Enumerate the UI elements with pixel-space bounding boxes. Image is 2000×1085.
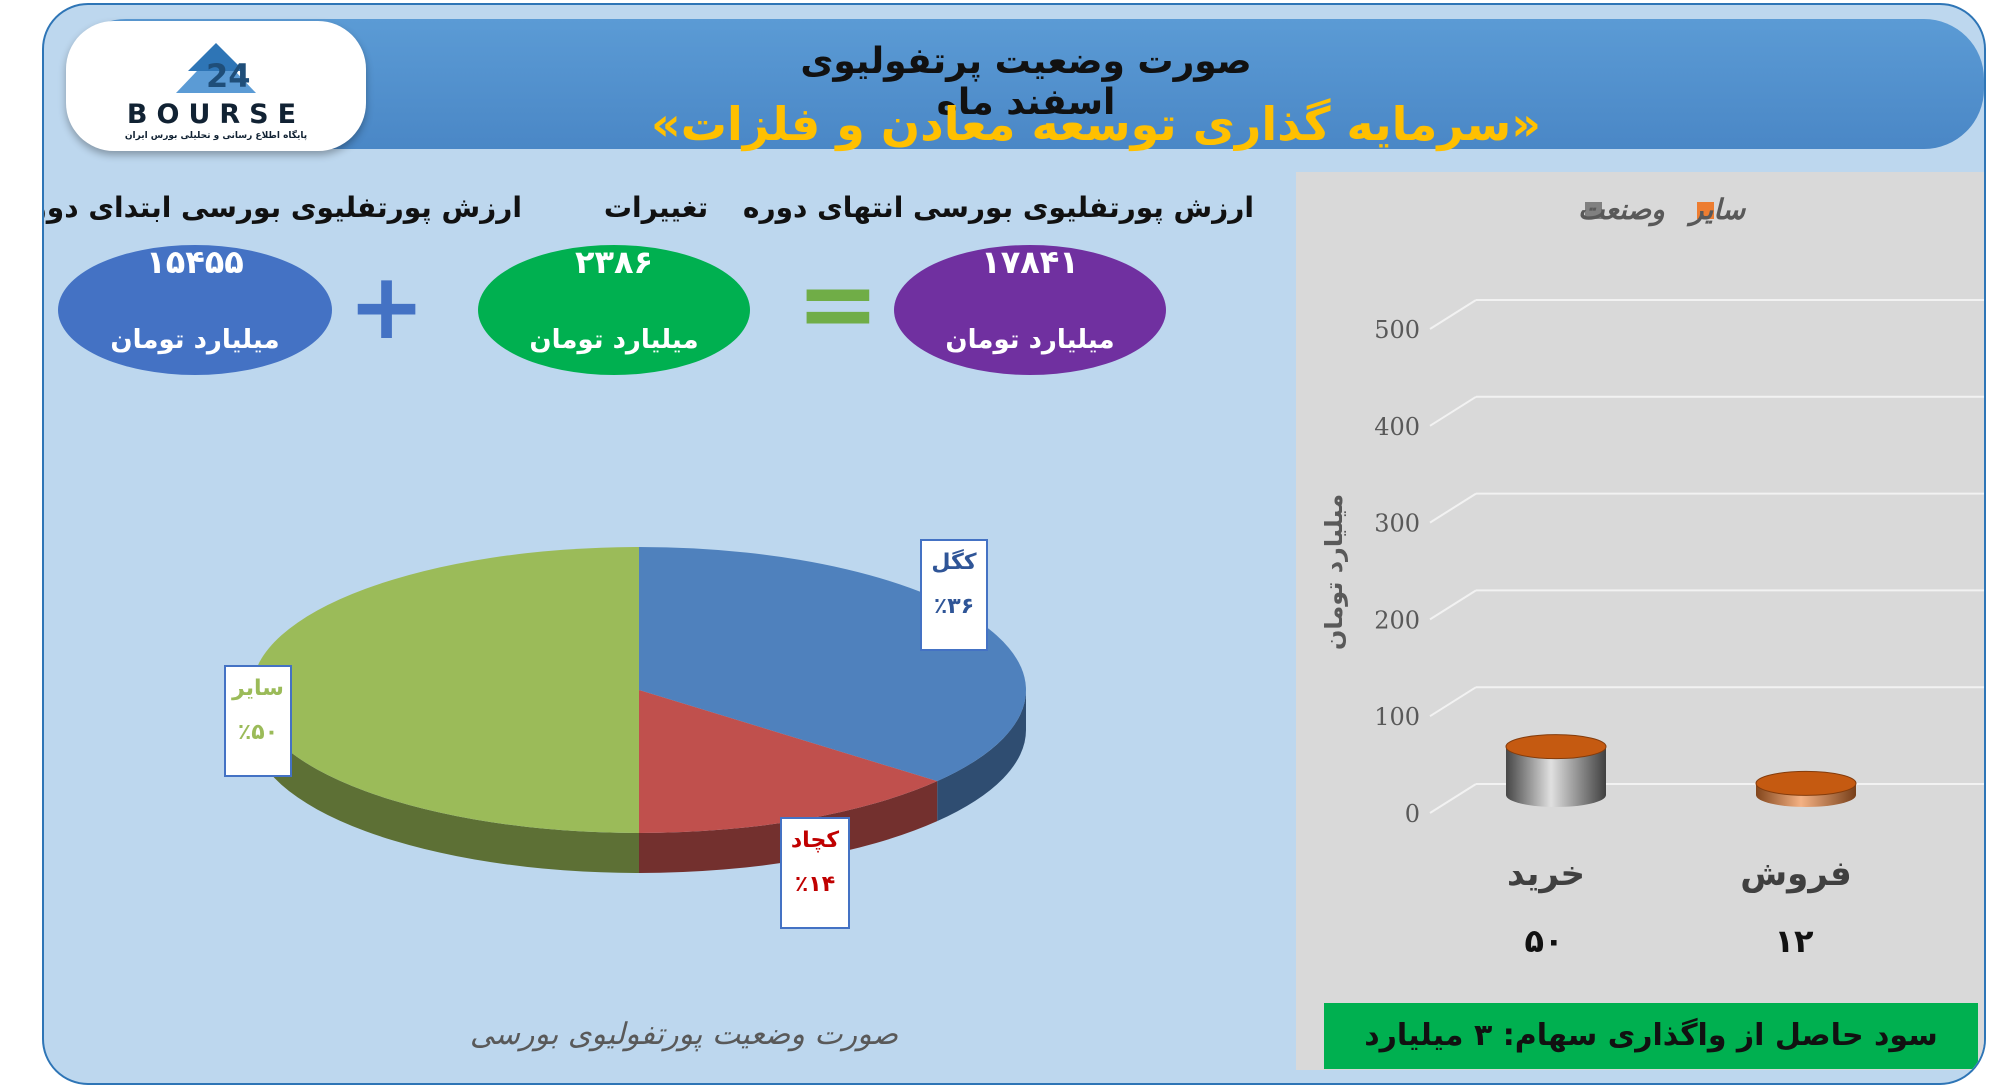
start-value-unit: میلیارد تومان (110, 325, 280, 355)
bar-gridlines (1429, 299, 1984, 814)
start-value-label: ارزش پورتفلیوی بورسی ابتدای دوره (42, 191, 522, 224)
gridline-diag-300 (1429, 492, 1477, 524)
footer-profit-note: سود حاصل از واگذاری سهام: ۳ میلیارد توما… (1324, 1003, 1978, 1069)
end-value: ۱۷۸۴۱ (981, 243, 1079, 281)
gridline-diag-500 (1429, 299, 1477, 330)
bar-top-فروش (1755, 770, 1857, 796)
legend-label-سایر: سایر (1686, 193, 1747, 227)
page-title: صورت وضعیت پرتفولیوی اسفند ماه (800, 41, 1252, 123)
x-tick-فروش: فروش (1740, 854, 1851, 894)
pie-chart-title: صورت وضعیت پورتفولیوی بورسی (469, 1017, 899, 1052)
gridline-diag-400 (1429, 395, 1477, 427)
change-unit: میلیارد تومان (529, 325, 699, 355)
gridline-diag-200 (1429, 589, 1477, 621)
dashboard-frame: صورت وضعیت پرتفولیوی اسفند ماه «سرمایه گ… (42, 3, 1986, 1085)
pie-side-سایر (252, 690, 639, 873)
change-label: تغییرات (603, 191, 709, 224)
pie-tops (252, 547, 1026, 833)
equals-operator: = (796, 245, 880, 362)
pie-label-kchad-value: ٪۱۴ (794, 872, 836, 897)
pie-side-کگل (937, 690, 1026, 822)
change-value: ۲۳۸۶ (574, 243, 654, 281)
logo-wordmark: BOURSE (126, 99, 306, 130)
legend-label-وصنعت: وصنعت (1578, 193, 1665, 227)
plus-operator: + (348, 253, 426, 360)
start-value-badge: ۱۵۴۵۵ میلیارد تومان (58, 243, 332, 375)
bourse-logo: 24 BOURSE پایگاه اطلاع رسانی و تحلیلی بو… (66, 21, 366, 151)
bourse-logo-icon: 24 (176, 43, 256, 95)
start-value: ۱۵۴۵۵ (146, 243, 244, 281)
pie-label-other: سایر ٪۵۰ (224, 665, 292, 777)
bar-legend: سایر وصنعت (1578, 193, 1747, 227)
y-tick-300: 300 (1374, 510, 1420, 538)
y-tick-0: 0 (1405, 800, 1420, 828)
y-tick-400: 400 (1374, 413, 1420, 441)
pie-label-kgol: کگل ٪۳۶ (920, 539, 988, 651)
pie-label-kchad: کچاد ٪۱۴ (780, 817, 850, 929)
data-label-فروش: ۱۲ (1774, 922, 1814, 960)
pie-label-kchad-name: کچاد (790, 828, 840, 853)
end-value-label: ارزش پورتفلیوی بورسی انتهای دوره (742, 191, 1254, 224)
pie-slice-کچاد (639, 690, 938, 833)
header-banner: صورت وضعیت پرتفولیوی اسفند ماه «سرمایه گ… (66, 19, 1984, 151)
gridline-diag-100 (1429, 686, 1477, 718)
end-value-badge: ۱۷۸۴۱ میلیارد تومان (894, 243, 1166, 375)
legend-swatch-وصنعت (1585, 202, 1602, 219)
y-tick-500: 500 (1374, 316, 1420, 344)
pie-label-kgol-name: کگل (931, 550, 977, 575)
data-label-خرید: ۵۰ (1524, 922, 1563, 960)
logo-tagline: پایگاه اطلاع رسانی و تحلیلی بورس ایران (124, 131, 308, 141)
legend-swatch-سایر (1697, 202, 1714, 219)
pie-label-other-name: سایر (232, 676, 284, 701)
pie-label-other-value: ٪۵۰ (237, 720, 279, 745)
trade-chart-panel: 0 100 200 300 400 500 میلیارد تومان سایر وصنعت خر… (1296, 172, 1984, 1070)
bar-top-خرید (1505, 734, 1607, 760)
bar-marks (1505, 734, 1857, 807)
y-tick-100: 100 (1374, 703, 1420, 731)
bar-خرید (1506, 746, 1606, 807)
pie-label-kgol-value: ٪۳۶ (933, 594, 975, 619)
gridline-diag-0 (1429, 783, 1477, 814)
x-tick-خرید: خرید (1507, 854, 1585, 894)
trade-bar-chart: 0 100 200 300 400 500 میلیارد تومان سایر وصنعت خر… (1320, 193, 1984, 960)
pie-slice-سایر (252, 547, 639, 833)
y-tick-200: 200 (1374, 606, 1420, 634)
change-badge: ۲۳۸۶ میلیارد تومان (478, 243, 750, 375)
svg-text:24: 24 (206, 57, 251, 95)
end-value-unit: میلیارد تومان (945, 325, 1115, 355)
page-subtitle: «سرمایه گذاری توسعه معادن و فلزات» (651, 97, 1541, 151)
y-axis-label: میلیارد تومان (1320, 494, 1348, 650)
